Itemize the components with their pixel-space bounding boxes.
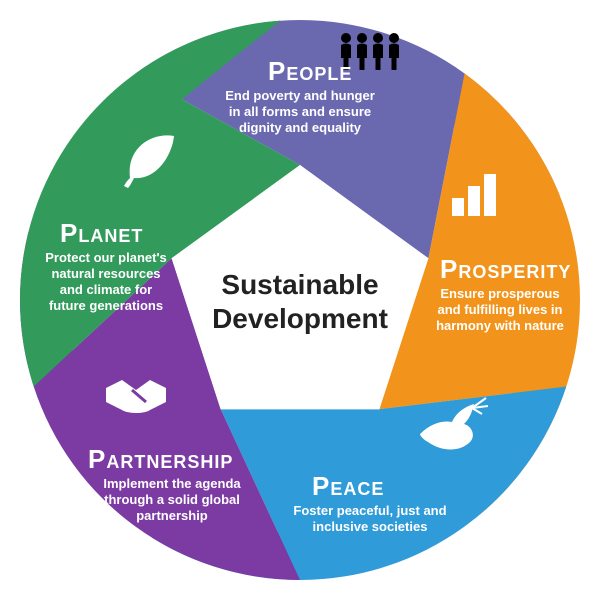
center-title-line2: Development	[212, 303, 388, 334]
desc-people-line0: End poverty and hunger	[225, 88, 375, 103]
desc-peace-line0: Foster peaceful, just and	[293, 503, 446, 518]
desc-planet-line2: and climate for	[60, 282, 152, 297]
desc-peace-line1: inclusive societies	[313, 519, 428, 534]
desc-people-line1: in all forms and ensure	[229, 104, 371, 119]
desc-planet-line3: future generations	[49, 298, 163, 313]
desc-partnership-line0: Implement the agenda	[103, 476, 241, 491]
desc-planet-line0: Protect our planet's	[45, 250, 167, 265]
desc-planet-line1: natural resources	[51, 266, 160, 281]
desc-prosperity-line2: harmony with nature	[436, 318, 564, 333]
desc-prosperity-line1: and fulfilling lives in	[438, 302, 563, 317]
sustainable-development-wheel: SustainableDevelopment PEOPLEEnd poverty…	[0, 0, 600, 600]
desc-partnership-line1: through a solid global	[104, 492, 240, 507]
desc-people-line2: dignity and equality	[239, 120, 362, 135]
center-title-line1: Sustainable	[221, 269, 378, 300]
desc-prosperity-line0: Ensure prosperous	[440, 286, 559, 301]
desc-partnership-line2: partnership	[136, 508, 208, 523]
